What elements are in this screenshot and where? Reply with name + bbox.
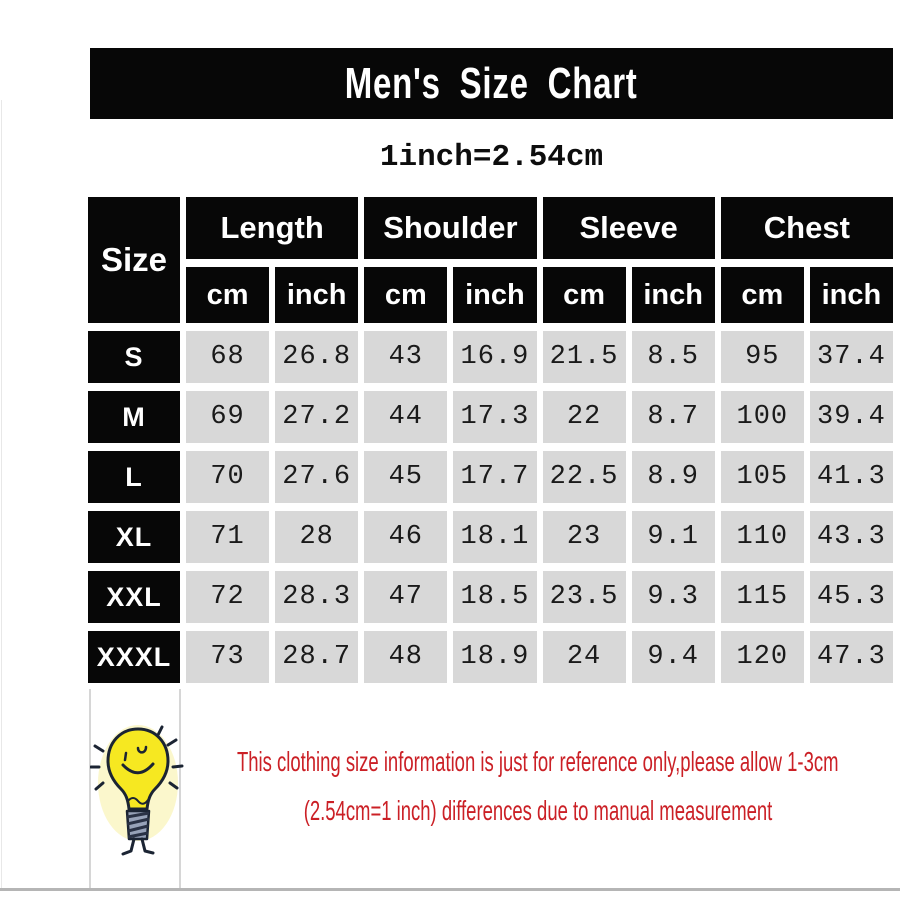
title-bar: Men's Size Chart: [90, 48, 893, 119]
size-value-cell: 115: [720, 571, 804, 623]
size-value-cell: 43.3: [809, 511, 893, 563]
lightbulb-icon: [89, 705, 190, 860]
size-value-cell: 37.4: [809, 331, 893, 383]
size-value-cell: 27.6: [275, 451, 359, 503]
row-size-label: XL: [88, 511, 180, 563]
size-value-cell: 17.3: [453, 391, 537, 443]
size-value-cell: 18.1: [453, 511, 537, 563]
size-value-cell: 21.5: [542, 331, 626, 383]
note-grid-line-right: [179, 689, 181, 889]
page-title: Men's Size Chart: [345, 58, 638, 108]
size-value-cell: 9.3: [631, 571, 715, 623]
disclaimer-line-1: This clothing size information is just f…: [237, 745, 839, 777]
size-value-cell: 26.8: [275, 331, 359, 383]
size-value-cell: 41.3: [809, 451, 893, 503]
size-value-cell: 68: [186, 331, 270, 383]
size-value-cell: 95: [720, 331, 804, 383]
row-size-label: XXXL: [88, 631, 180, 683]
size-value-cell: 70: [186, 451, 270, 503]
size-value-cell: 24: [542, 631, 626, 683]
size-value-cell: 44: [364, 391, 448, 443]
size-value-cell: 8.5: [631, 331, 715, 383]
disclaimer-note: This clothing size information is just f…: [183, 716, 893, 856]
header-group-sleeve: Sleeve: [542, 197, 715, 259]
sheet-left-edge-line: [1, 100, 2, 888]
size-value-cell: 105: [720, 451, 804, 503]
size-value-cell: 43: [364, 331, 448, 383]
size-value-cell: 18.9: [453, 631, 537, 683]
conversion-note: 1inch=2.54cm: [379, 140, 604, 175]
size-value-cell: 45.3: [809, 571, 893, 623]
size-value-cell: 27.2: [275, 391, 359, 443]
size-value-cell: 23.5: [542, 571, 626, 623]
size-value-cell: 120: [720, 631, 804, 683]
size-value-cell: 28: [275, 511, 359, 563]
header-sleeve-cm: cm: [542, 267, 626, 323]
header-group-length: Length: [186, 197, 359, 259]
size-value-cell: 73: [186, 631, 270, 683]
header-sleeve-inch: inch: [631, 267, 715, 323]
size-value-cell: 17.7: [453, 451, 537, 503]
header-shoulder-cm: cm: [364, 267, 448, 323]
size-value-cell: 22: [542, 391, 626, 443]
size-value-cell: 45: [364, 451, 448, 503]
size-value-cell: 72: [186, 571, 270, 623]
size-value-cell: 100: [720, 391, 804, 443]
row-size-label: L: [88, 451, 180, 503]
sheet-bottom-line: [0, 888, 900, 891]
header-length-inch: inch: [275, 267, 359, 323]
size-value-cell: 18.5: [453, 571, 537, 623]
header-shoulder-inch: inch: [453, 267, 537, 323]
size-value-cell: 16.9: [453, 331, 537, 383]
row-size-label: M: [88, 391, 180, 443]
size-value-cell: 39.4: [809, 391, 893, 443]
size-value-cell: 28.3: [275, 571, 359, 623]
disclaimer-line-2: (2.54cm=1 inch) differences due to manua…: [303, 794, 773, 826]
size-value-cell: 9.1: [631, 511, 715, 563]
size-value-cell: 46: [364, 511, 448, 563]
size-value-cell: 22.5: [542, 451, 626, 503]
header-chest-inch: inch: [809, 267, 893, 323]
size-value-cell: 69: [186, 391, 270, 443]
size-value-cell: 110: [720, 511, 804, 563]
header-group-chest: Chest: [720, 197, 893, 259]
size-value-cell: 47.3: [809, 631, 893, 683]
size-table: Size Length Shoulder Sleeve Chest cm inc…: [88, 197, 893, 683]
size-value-cell: 47: [364, 571, 448, 623]
row-size-label: S: [88, 331, 180, 383]
header-length-cm: cm: [186, 267, 270, 323]
size-value-cell: 71: [186, 511, 270, 563]
size-value-cell: 28.7: [275, 631, 359, 683]
header-chest-cm: cm: [720, 267, 804, 323]
size-value-cell: 48: [364, 631, 448, 683]
size-value-cell: 23: [542, 511, 626, 563]
header-size: Size: [88, 197, 180, 323]
size-value-cell: 8.9: [631, 451, 715, 503]
note-grid-line-left: [89, 689, 91, 889]
header-group-shoulder: Shoulder: [364, 197, 537, 259]
size-value-cell: 8.7: [631, 391, 715, 443]
size-value-cell: 9.4: [631, 631, 715, 683]
row-size-label: XXL: [88, 571, 180, 623]
